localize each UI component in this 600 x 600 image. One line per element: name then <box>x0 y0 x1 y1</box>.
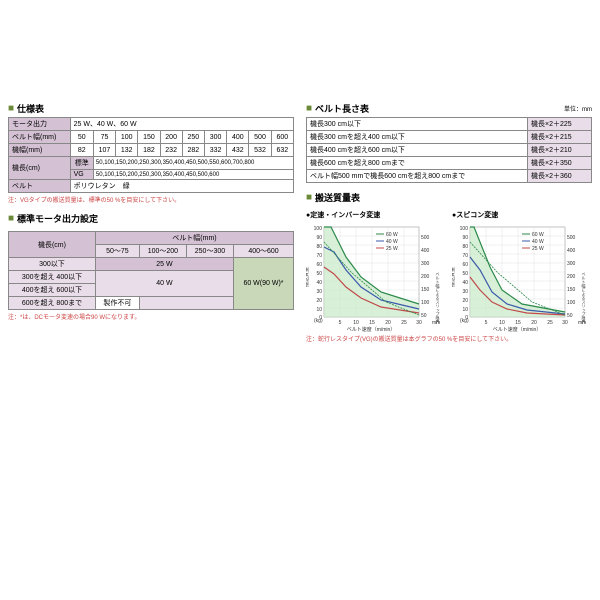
transport-title: ■搬送質量表 <box>306 189 592 206</box>
svg-text:20: 20 <box>462 298 468 304</box>
svg-text:60: 60 <box>316 262 322 268</box>
bullet-icon: ■ <box>8 103 14 114</box>
chart2-title: ●スピコン変速 <box>452 210 592 220</box>
motor-title: ■標準モータ出力設定 <box>8 210 294 227</box>
svg-text:60: 60 <box>462 262 468 268</box>
svg-text:15: 15 <box>515 320 521 326</box>
svg-text:(kg): (kg) <box>460 318 469 324</box>
svg-text:25 W: 25 W <box>532 246 544 252</box>
svg-text:70: 70 <box>462 253 468 259</box>
svg-text:30: 30 <box>462 289 468 295</box>
svg-text:300: 300 <box>421 261 430 267</box>
spec-value: 25 W、40 W、60 W <box>70 118 293 131</box>
svg-text:400: 400 <box>421 248 430 254</box>
bullet-icon: ■ <box>306 192 312 203</box>
svg-text:300: 300 <box>567 261 576 267</box>
svg-text:100: 100 <box>460 226 469 232</box>
svg-text:90: 90 <box>316 235 322 241</box>
svg-text:30: 30 <box>562 320 568 326</box>
svg-text:50: 50 <box>421 313 427 319</box>
svg-text:40: 40 <box>462 280 468 286</box>
svg-text:90: 90 <box>462 235 468 241</box>
svg-text:50: 50 <box>567 313 573 319</box>
chart-1: 100 90 80 70 60 50 40 30 20 100 5 10 15 20 25 30 500 40… <box>306 222 446 332</box>
svg-text:15: 15 <box>369 320 375 326</box>
svg-text:40: 40 <box>316 280 322 286</box>
svg-text:100: 100 <box>567 300 576 306</box>
svg-text:40 W: 40 W <box>386 239 398 245</box>
svg-text:20: 20 <box>531 320 537 326</box>
svg-text:mm: mm <box>432 320 440 326</box>
spec-label: ベルト幅(mm) <box>9 131 71 144</box>
svg-text:mm: mm <box>578 320 586 326</box>
svg-text:ベルト速度（m/min）: ベルト速度（m/min） <box>493 326 542 332</box>
transport-note: 注：蛇行レスタイプ(VG)の搬送質量は本グラフの50 %を目安にして下さい。 <box>306 334 592 343</box>
svg-text:10: 10 <box>462 307 468 313</box>
svg-text:150: 150 <box>567 287 576 293</box>
svg-text:100: 100 <box>421 300 430 306</box>
belt-title: ■ベルト長さ表 <box>306 100 369 117</box>
svg-text:150: 150 <box>421 287 430 293</box>
svg-text:搬送質量: 搬送質量 <box>452 267 456 287</box>
svg-text:ベルト速度（m/min）: ベルト速度（m/min） <box>347 326 396 332</box>
svg-text:10: 10 <box>353 320 359 326</box>
spec-label: 機長(cm) <box>9 157 71 180</box>
motor-note: 注：*は、DCモータ変速の場合90 Wになります。 <box>8 312 294 321</box>
svg-text:50: 50 <box>462 271 468 277</box>
svg-text:60 W: 60 W <box>532 232 544 238</box>
svg-text:30: 30 <box>416 320 422 326</box>
spec-table: モータ出力25 W、40 W、60 W ベルト幅(mm) 50751001502… <box>8 117 294 193</box>
svg-text:50: 50 <box>316 271 322 277</box>
svg-text:10: 10 <box>499 320 505 326</box>
chart-2: 100 90 80 70 60 50 40 30 20 100 5 10 15 20 25 30 500 40… <box>452 222 592 332</box>
spec-title: ■仕様表 <box>8 100 294 117</box>
svg-text:80: 80 <box>316 244 322 250</box>
bullet-icon: ■ <box>306 103 312 114</box>
svg-text:60 W: 60 W <box>386 232 398 238</box>
spec-label: ベルト <box>9 180 71 193</box>
svg-text:80: 80 <box>462 244 468 250</box>
svg-text:200: 200 <box>567 274 576 280</box>
svg-text:40 W: 40 W <box>532 239 544 245</box>
svg-text:25: 25 <box>401 320 407 326</box>
svg-text:5: 5 <box>339 320 342 326</box>
svg-text:20: 20 <box>316 298 322 304</box>
spec-note: 注：VGタイプの搬送質量は、標準の50 %を目安にして下さい。 <box>8 195 294 204</box>
svg-text:ベルト幅によるスリップ限界: ベルト幅によるスリップ限界 <box>436 272 441 325</box>
svg-text:70: 70 <box>316 253 322 259</box>
svg-text:500: 500 <box>421 235 430 241</box>
chart1-title: ●定速・インバータ変速 <box>306 210 446 220</box>
svg-text:10: 10 <box>316 307 322 313</box>
charts-row: ●定速・インバータ変速 100 90 80 70 60 50 40 30 20 100 <box>306 210 592 332</box>
svg-text:搬送質量: 搬送質量 <box>306 267 310 287</box>
svg-text:5: 5 <box>485 320 488 326</box>
svg-text:200: 200 <box>421 274 430 280</box>
svg-text:400: 400 <box>567 248 576 254</box>
svg-text:500: 500 <box>567 235 576 241</box>
svg-text:100: 100 <box>314 226 323 232</box>
svg-text:20: 20 <box>385 320 391 326</box>
svg-text:(kg): (kg) <box>314 318 323 324</box>
spec-label: 機幅(mm) <box>9 144 71 157</box>
svg-text:30: 30 <box>316 289 322 295</box>
motor-table: 機長(cm)ベルト幅(mm) 50～75100～200250～300400～60… <box>8 231 294 310</box>
belt-length-table: 機長300 cm以下機長×2＋225 機長300 cmを超え400 cm以下機長… <box>306 117 592 183</box>
svg-text:25 W: 25 W <box>386 246 398 252</box>
unit-label: 単位：mm <box>564 104 592 113</box>
spec-label: モータ出力 <box>9 118 71 131</box>
bullet-icon: ■ <box>8 213 14 224</box>
svg-text:ベルト幅によるスリップ限界: ベルト幅によるスリップ限界 <box>582 272 587 325</box>
svg-text:25: 25 <box>547 320 553 326</box>
